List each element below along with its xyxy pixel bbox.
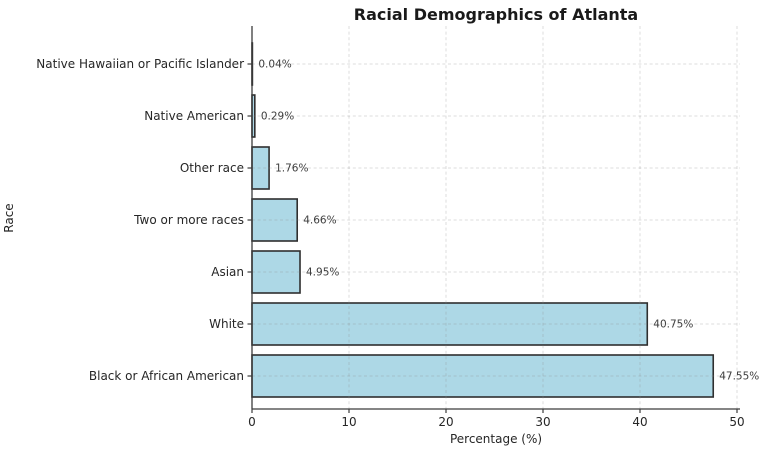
category-label: Native Hawaiian or Pacific Islander — [36, 57, 244, 71]
x-tick-label: 30 — [535, 415, 550, 429]
value-label: 1.76% — [275, 163, 308, 175]
value-label: 47.55% — [719, 371, 759, 383]
value-label: 0.04% — [258, 59, 291, 71]
category-label: White — [209, 317, 244, 331]
category-label: Black or African American — [89, 369, 244, 383]
category-label: Native American — [144, 109, 244, 123]
category-label: Asian — [211, 265, 244, 279]
x-axis-label: Percentage (%) — [449, 432, 543, 446]
x-tick-label: 50 — [729, 415, 744, 429]
x-tick-label: 40 — [632, 415, 647, 429]
category-label: Other race — [180, 161, 244, 175]
value-label: 4.66% — [303, 215, 336, 227]
x-tick-label: 10 — [341, 415, 356, 429]
bar — [251, 354, 715, 398]
value-label: 0.29% — [261, 111, 294, 123]
y-axis-label: Race — [2, 203, 16, 233]
value-label: 4.95% — [306, 267, 339, 279]
category-label: Two or more races — [133, 213, 244, 227]
x-tick-label: 0 — [248, 415, 256, 429]
value-label: 40.75% — [653, 319, 693, 331]
x-tick-label: 20 — [438, 415, 453, 429]
chart-title: Racial Demographics of Atlanta — [353, 5, 639, 24]
bar — [251, 198, 299, 242]
